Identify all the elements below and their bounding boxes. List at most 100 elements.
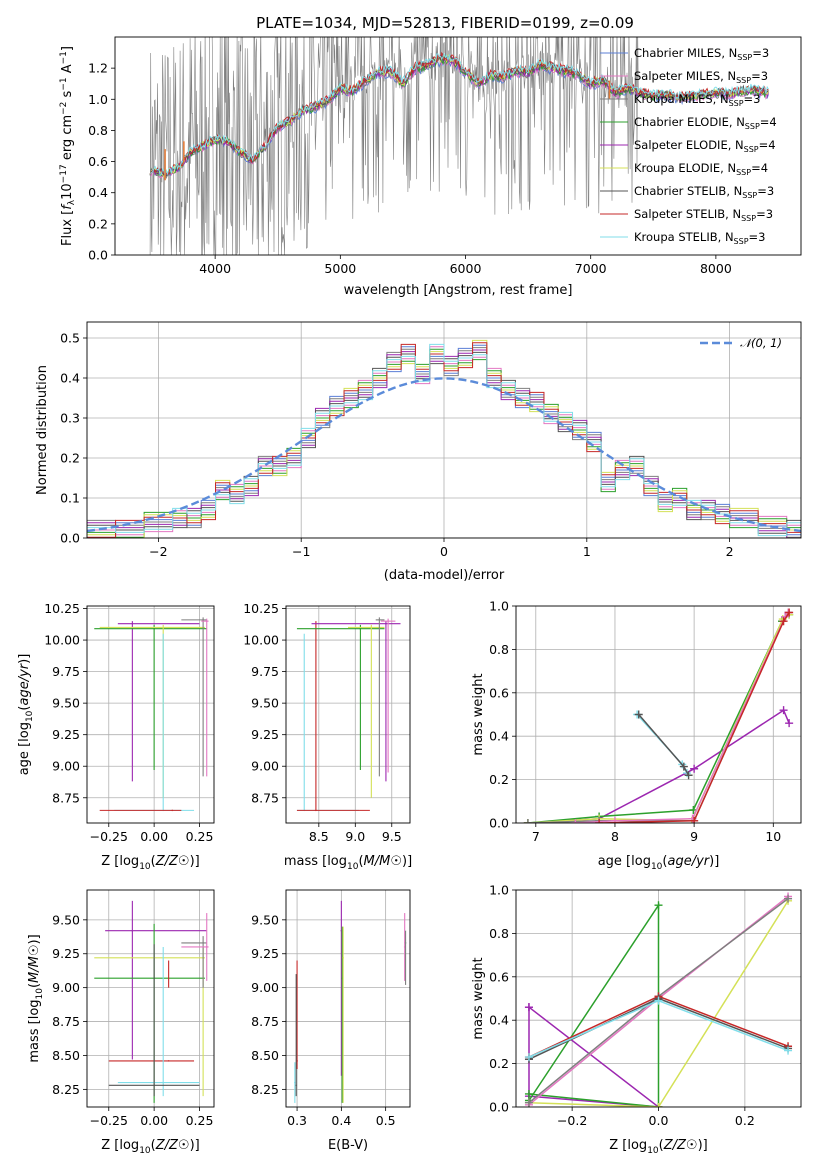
data-marker [524, 1003, 533, 1012]
y-tick-label: 9.50 [251, 912, 279, 927]
figure-title: PLATE=1034, MJD=52813, FIBERID=0199, z=0… [256, 14, 634, 32]
data-point [162, 1081, 164, 1084]
data-marker [654, 1103, 663, 1107]
panel-massweight-vs-Z: −0.2 0.0 0.2 0.0 0.2 0.4 0.6 0.8 1.0 Z [log10(Z/Z… [471, 883, 802, 1156]
histogram-chabrier-miles [87, 344, 801, 538]
x-axis-label: (data-model)/error [384, 568, 505, 583]
x-tick-label: −0.2 [557, 1113, 587, 1128]
series-line [528, 1006, 660, 1107]
legend-entry: Salpeter MILES, NSSP=3 [634, 69, 768, 85]
axes-frame [86, 605, 215, 824]
series-line [528, 902, 660, 1107]
y-axis-label: mass [log10(M/M☉)] [27, 934, 45, 1062]
data-marker [684, 771, 693, 780]
y-tick-label: 9.00 [52, 759, 80, 774]
x-tick-label: 10 [765, 829, 781, 844]
x-tick-label: −0.25 [90, 1113, 128, 1128]
panel-age-vs-mass: 8.5 9.0 9.5 8.75 9.00 9.25 9.50 9.75 10.00 10.25 m… [243, 601, 412, 872]
data-point [342, 957, 344, 959]
data-marker [690, 764, 699, 773]
y-tick-label: 0.4 [489, 1013, 509, 1028]
x-tick-label: −1 [292, 544, 310, 559]
x-tick-label: 0.5 [376, 1113, 396, 1128]
data-point [315, 809, 317, 812]
series-line [528, 900, 789, 1107]
x-tick-label: 0.2 [735, 1113, 755, 1128]
data-point [295, 1084, 297, 1087]
legend-entry: Salpeter STELIB, NSSP=3 [634, 207, 773, 223]
y-tick-label: 9.50 [52, 912, 80, 927]
plot-area-residuals [87, 322, 801, 538]
data-point [131, 622, 134, 625]
y-tick-label: 0.6 [489, 685, 509, 700]
x-tick-label: 7000 [575, 261, 607, 276]
data-point [131, 929, 134, 932]
y-tick-label: 0.4 [60, 371, 80, 386]
data-marker [679, 762, 688, 771]
y-tick-label: 0.3 [60, 411, 80, 426]
y-tick-label: 0.0 [489, 816, 509, 831]
x-tick-label: 4000 [199, 261, 231, 276]
y-tick-label: 1.0 [489, 599, 509, 614]
data-point [153, 627, 155, 630]
x-axis-label: Z [log10(Z/Z☉)] [609, 1138, 707, 1156]
y-tick-label: 8.75 [52, 790, 80, 805]
y-tick-label: 0.5 [60, 331, 80, 346]
y-tick-label: 10.00 [243, 633, 279, 648]
x-tick-label: 1 [583, 544, 591, 559]
y-axis-label: mass weight [471, 957, 486, 1039]
series-line [575, 612, 789, 823]
data-marker [779, 617, 788, 626]
plot-area-massweight-vs-age [516, 606, 801, 823]
plot-area-age-vs-Z [87, 606, 214, 823]
data-point [387, 620, 389, 622]
legend-entry: Kroupa ELODIE, NSSP=4 [634, 161, 768, 177]
x-tick-label: 0 [440, 544, 448, 559]
y-tick-label: 9.25 [52, 946, 80, 961]
series-line [527, 709, 790, 823]
panel-age-vs-Z: −0.25 0.00 0.25 8.75 9.00 9.25 9.50 9.75 10.00 10… [17, 601, 215, 872]
data-point [378, 619, 381, 621]
y-tick-label: 9.25 [251, 946, 279, 961]
data-marker [523, 819, 532, 823]
x-tick-label: −0.25 [90, 829, 128, 844]
data-marker [785, 719, 794, 728]
x-tick-label: 9.0 [345, 829, 365, 844]
y-tick-label: 1.2 [88, 61, 108, 76]
x-tick-label: 7 [532, 829, 540, 844]
y-tick-label: 9.75 [52, 664, 80, 679]
y-tick-label: 0.1 [60, 491, 80, 506]
plot-area-mass-vs-EBV [286, 890, 410, 1107]
y-tick-label: 0.4 [88, 185, 108, 200]
x-axis-label: wavelength [Angstrom, rest frame] [344, 283, 573, 298]
axes-frame [86, 889, 215, 1108]
data-marker [524, 1053, 533, 1062]
y-tick-label: 8.25 [52, 1082, 80, 1097]
axes-frame [515, 889, 802, 1108]
x-axis-label: age [log10(age/yr)] [598, 854, 720, 872]
data-point [359, 627, 362, 630]
y-tick-label: 0.2 [60, 451, 80, 466]
y-axis-label: Flux [fλ10−17 erg cm−2 s−1 A−1] [59, 46, 77, 246]
x-tick-label: 0.00 [140, 1113, 168, 1128]
x-axis-label: E(B-V) [328, 1138, 368, 1153]
series-line [527, 614, 790, 823]
x-tick-label: 8 [611, 829, 619, 844]
y-tick-label: 0.2 [489, 772, 509, 787]
y-axis-label: mass weight [471, 673, 486, 755]
data-marker [524, 1098, 533, 1107]
y-tick-label: 9.00 [251, 759, 279, 774]
axes-frame [515, 605, 802, 824]
legend-entry: Kroupa MILES, NSSP=3 [634, 92, 761, 108]
x-tick-label: 0.00 [140, 829, 168, 844]
data-point [294, 1081, 296, 1084]
plot-area-mass-vs-Z [87, 890, 214, 1107]
y-tick-label: 8.75 [52, 1014, 80, 1029]
x-axis-label: Z [log10(Z/Z☉)] [101, 854, 199, 872]
legend-entry: Chabrier STELIB, NSSP=3 [634, 184, 774, 200]
histogram-kroupa-stelib [87, 343, 801, 538]
data-point [171, 809, 174, 812]
axes-frame [86, 321, 802, 539]
y-tick-label: 0.6 [489, 969, 509, 984]
